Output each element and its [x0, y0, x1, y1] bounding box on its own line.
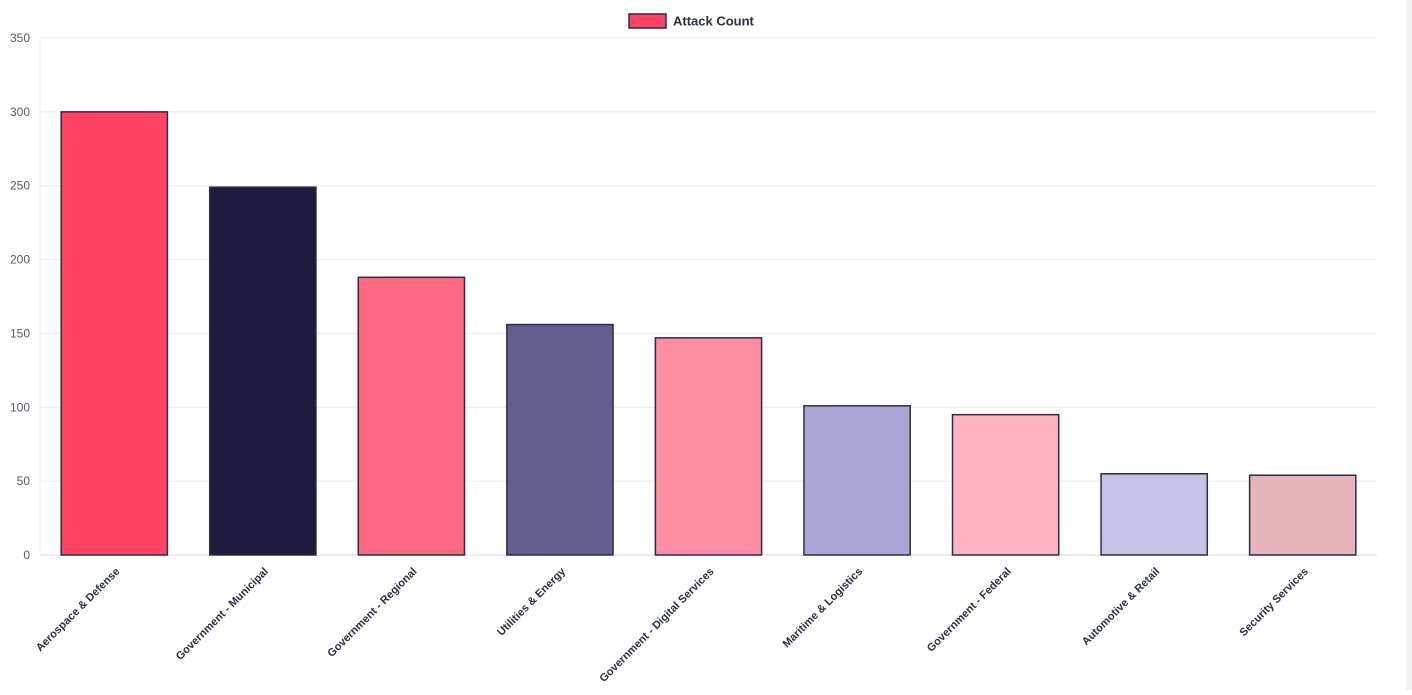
bar-government-regional[interactable] [357, 276, 466, 556]
y-tick-label: 250 [10, 179, 30, 193]
bar-government-municipal[interactable] [208, 186, 317, 556]
y-tick-label: 150 [10, 326, 30, 340]
x-tick-label: Automotive & Retail [1080, 566, 1162, 648]
x-tick-label: Government - Regional [325, 566, 419, 660]
x-tick-label: Aerospace & Defense [34, 566, 122, 654]
scrollbar-edge[interactable] [1406, 0, 1412, 690]
y-tick-label: 0 [23, 548, 30, 562]
x-tick-label: Security Services [1237, 566, 1310, 639]
legend-label-attack-count[interactable]: Attack Count [673, 14, 755, 29]
y-tick-label: 300 [10, 105, 30, 119]
bar-automotive-retail[interactable] [1100, 473, 1209, 556]
x-tick-label: Utilities & Energy [495, 565, 569, 639]
y-tick-label: 100 [10, 400, 30, 414]
bars-layer [60, 111, 1357, 556]
legend-swatch-attack-count[interactable] [628, 13, 667, 29]
x-tick-label: Government - Federal [925, 566, 1014, 655]
bar-security-services[interactable] [1248, 474, 1357, 556]
x-tick-label: Maritime & Logistics [781, 566, 866, 651]
y-axis-ticks: 0 50 100 150 200 250 300 350 [10, 31, 30, 562]
legend[interactable]: Attack Count [628, 13, 755, 29]
bar-aerospace-defense[interactable] [60, 111, 169, 556]
bar-government-digital-services[interactable] [654, 337, 763, 556]
bar-maritime-logistics[interactable] [803, 405, 911, 556]
bar-utilities-energy[interactable] [506, 323, 614, 556]
x-tick-label: Government - Digital Services [597, 566, 716, 685]
bar-government-federal[interactable] [951, 413, 1060, 556]
y-tick-label: 200 [10, 253, 30, 267]
x-axis-ticks: Aerospace & Defense Government - Municipa… [34, 565, 1311, 685]
x-tick-label: Government - Municipal [174, 566, 271, 663]
y-tick-label: 350 [10, 31, 30, 45]
y-tick-label: 50 [17, 474, 31, 488]
